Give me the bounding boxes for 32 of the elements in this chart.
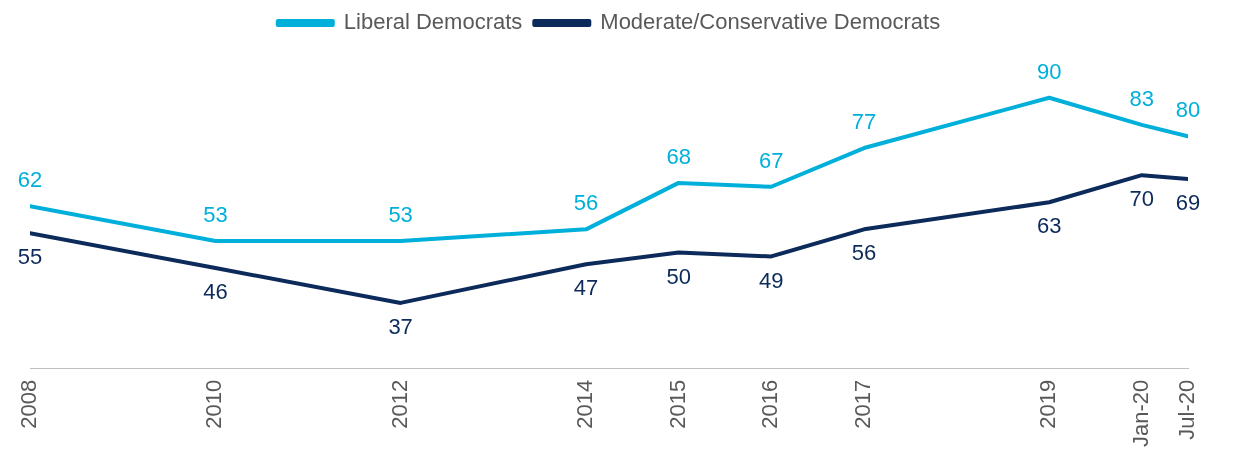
data-label: 50 [666,263,691,289]
x-tick-label: 2012 [386,379,412,429]
data-label: 83 [1129,85,1155,111]
x-tick-label: Jan-20 [1127,379,1153,448]
legend-label: Liberal Democrats [343,9,523,35]
x-tick-label: 2015 [664,379,690,429]
x-tick-label: 2019 [1035,379,1061,429]
data-label: 46 [203,279,228,305]
data-label: 70 [1129,186,1155,212]
data-label: 77 [851,109,877,135]
data-label: 55 [17,244,43,270]
data-label: 47 [573,275,599,301]
data-label: 90 [1037,58,1062,84]
x-tick-label: 2010 [201,379,227,429]
data-label: 56 [851,240,877,266]
data-label: 62 [17,167,43,193]
data-label: 37 [388,313,413,339]
data-label: 53 [203,202,228,228]
x-tick-label: Jul-20 [1174,379,1200,440]
data-label: 56 [573,190,599,216]
x-tick-label: 2008 [16,379,42,429]
data-label: 67 [758,147,784,173]
data-label: 53 [388,202,413,228]
x-tick-label: 2016 [757,379,783,429]
data-label: 69 [1175,190,1201,216]
legend-label: Moderate/Conservative Democrats [600,9,941,35]
x-tick-label: 2014 [572,379,598,429]
data-label: 49 [758,267,784,293]
data-label: 68 [666,143,691,169]
data-label: 80 [1175,97,1201,123]
x-tick-label: 2017 [850,379,876,429]
data-label: 63 [1037,213,1062,239]
